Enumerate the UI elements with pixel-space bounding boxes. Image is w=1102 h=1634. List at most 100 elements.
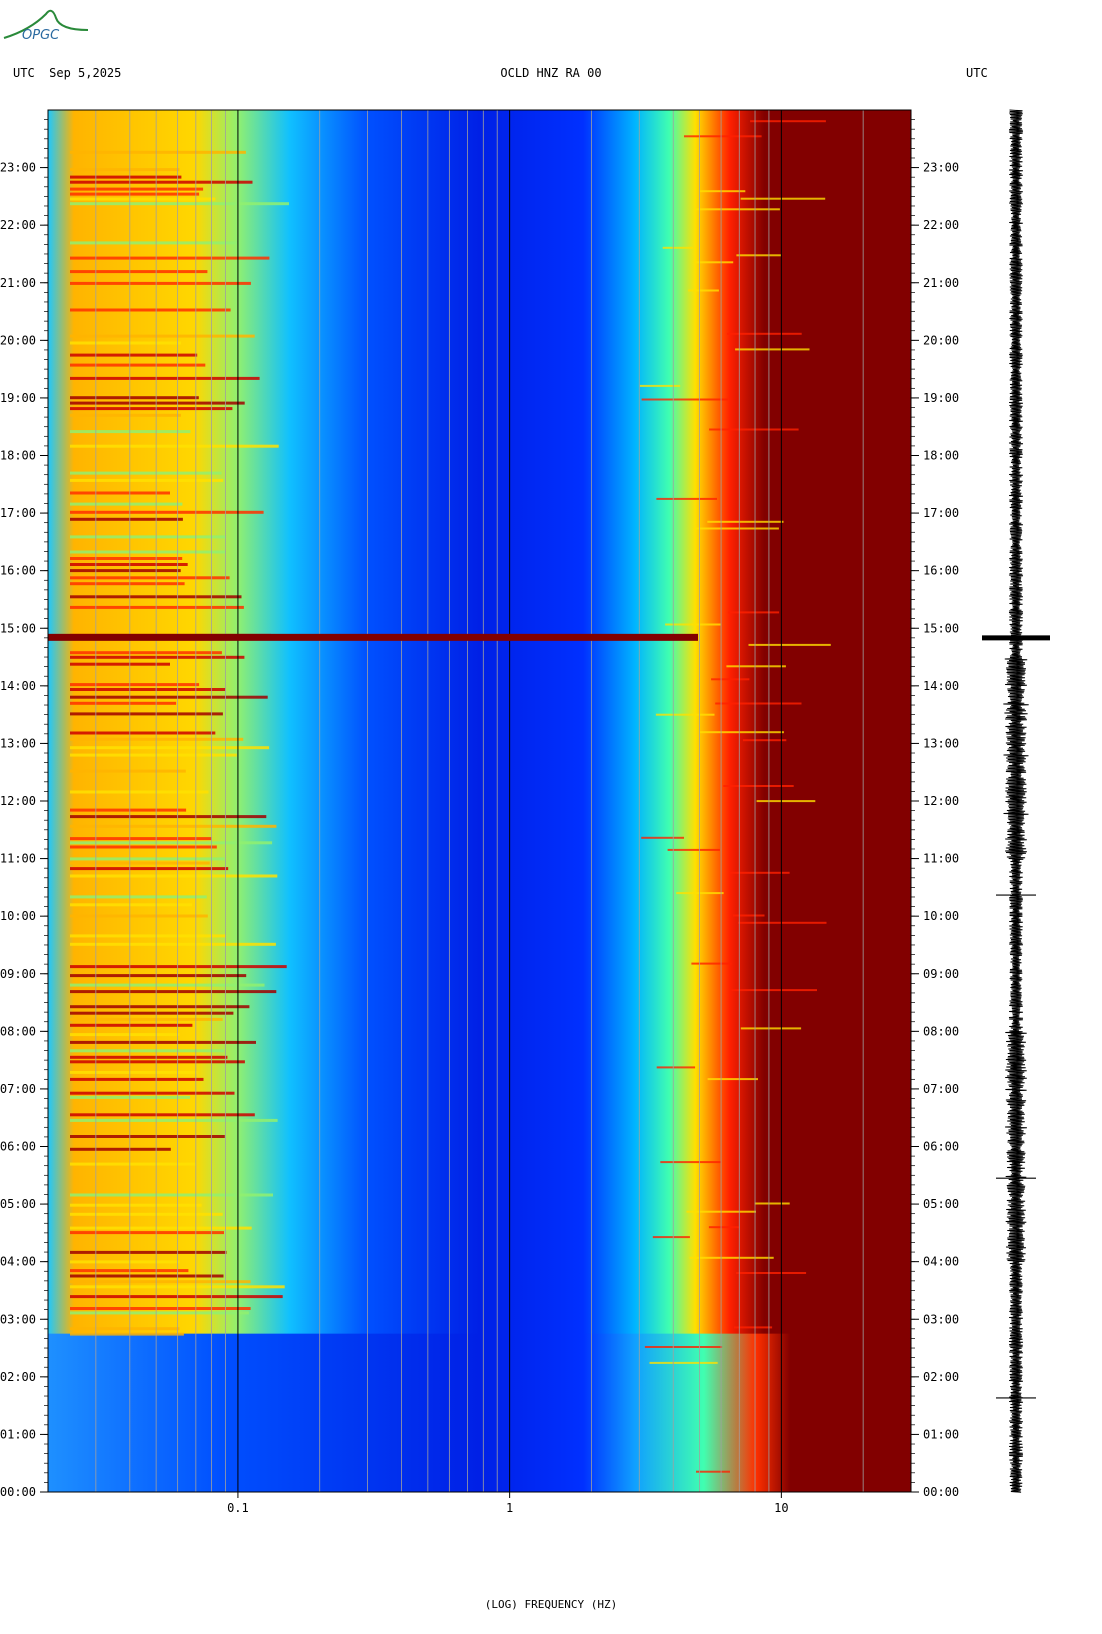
y-tick-label: 10:00 <box>0 909 36 923</box>
seismogram-trace <box>982 109 1050 1493</box>
y-tick-label: 20:00 <box>923 333 959 347</box>
y-tick-label: 07:00 <box>0 1082 36 1096</box>
spectral-stripe <box>70 688 226 691</box>
y-tick-label: 09:00 <box>0 967 36 981</box>
y-tick-label: 03:00 <box>0 1312 36 1326</box>
y-tick-label: 06:00 <box>0 1140 36 1154</box>
spectral-stripe <box>70 769 186 773</box>
spectral-stripe <box>644 1346 723 1348</box>
spectral-stripe <box>70 1307 251 1310</box>
y-tick-label: 08:00 <box>0 1024 36 1038</box>
spectral-stripe <box>70 1011 234 1015</box>
y-tick-label: 23:00 <box>0 161 36 175</box>
spectral-stripe <box>734 1326 773 1329</box>
spectral-stripe <box>70 712 223 716</box>
svg-text:OPGC: OPGC <box>22 28 60 43</box>
spectral-stripe <box>70 895 207 899</box>
y-tick-label: 20:00 <box>0 333 36 347</box>
spectral-stripe <box>699 190 746 193</box>
spectral-stripe <box>70 582 185 586</box>
spectral-stripe <box>70 815 267 819</box>
spectral-stripe <box>70 1250 227 1254</box>
spectral-stripe <box>740 197 826 200</box>
spectral-stripe <box>70 175 182 179</box>
spectral-stripe <box>70 861 210 865</box>
spectral-stripe <box>649 1361 718 1364</box>
spectral-stripe <box>726 665 786 668</box>
y-tick-label: 21:00 <box>923 276 959 290</box>
spectral-stripe <box>728 611 780 614</box>
y-tick-label: 09:00 <box>923 967 959 981</box>
spectral-stripe <box>730 871 790 874</box>
spectral-stripe <box>70 517 183 521</box>
spectral-stripe <box>738 921 827 924</box>
spectral-stripe <box>70 430 191 434</box>
spectral-stripe <box>715 702 802 705</box>
x-tick-label: 0.1 <box>227 1501 249 1515</box>
y-tick-label: 22:00 <box>0 218 36 232</box>
spectral-stripe <box>736 1272 807 1274</box>
spectral-stripe <box>70 808 187 812</box>
y-tick-label: 06:00 <box>923 1140 959 1154</box>
y-tick-label: 12:00 <box>923 794 959 808</box>
spectral-stripe <box>693 527 779 530</box>
y-tick-label: 19:00 <box>923 391 959 405</box>
spectral-stripe <box>70 502 183 506</box>
spectral-stripe <box>70 1260 180 1264</box>
spectral-stripe <box>70 341 182 345</box>
spectral-stripe <box>70 1226 252 1230</box>
spectral-stripe <box>70 202 289 206</box>
spectral-stripe <box>70 903 193 907</box>
spectral-stripe <box>70 334 255 338</box>
event-band <box>48 633 698 641</box>
spectral-stripe <box>70 1193 273 1197</box>
spectral-stripe <box>70 974 247 978</box>
spectral-stripe <box>70 1332 184 1336</box>
spectral-stripe <box>70 824 277 828</box>
spectral-stripe <box>70 914 208 918</box>
y-tick-label: 11:00 <box>923 852 959 866</box>
spectral-stripe <box>70 1033 180 1037</box>
spectral-stripe <box>689 1256 774 1259</box>
header-timezone: UTC <box>966 66 988 80</box>
left-time-axis: 00:00 01:00 02:00 03:00 04:00 05:00 06:00 07:00… <box>0 119 48 1499</box>
y-tick-label: 10:00 <box>923 909 959 923</box>
spectral-stripe <box>70 407 233 411</box>
spectral-stripe <box>70 1162 196 1166</box>
spectral-stripe <box>70 1040 256 1044</box>
frequency-axis: 0.1 1 10 <box>227 1492 789 1515</box>
x-axis-label: (LOG) FREQUENCY (HZ) <box>484 1598 618 1611</box>
spectral-stripe <box>70 444 279 448</box>
y-tick-label: 08:00 <box>923 1024 959 1038</box>
spectral-stripe <box>70 557 183 560</box>
spectral-stripe <box>70 1311 249 1315</box>
y-tick-label: 22:00 <box>923 218 959 232</box>
spectral-stripe <box>742 739 787 742</box>
y-tick-label: 12:00 <box>0 794 36 808</box>
spectral-stripe <box>70 192 200 196</box>
spectral-stripe <box>693 261 734 264</box>
spectral-stripe <box>667 848 720 851</box>
spectral-stripe <box>70 605 244 609</box>
spectral-stripe <box>750 120 826 123</box>
spectral-stripe <box>70 841 273 845</box>
spectral-stripe <box>711 678 750 681</box>
y-tick-label: 04:00 <box>923 1255 959 1269</box>
spectral-stripe <box>660 1161 721 1164</box>
spectral-stripe <box>707 1078 758 1081</box>
spectral-stripe <box>70 396 199 400</box>
x-tick-label: 1 <box>506 1501 513 1515</box>
y-tick-label: 21:00 <box>0 276 36 290</box>
spectral-stripe <box>70 1070 198 1074</box>
spectral-stripe <box>70 867 229 871</box>
y-tick-label: 14:00 <box>0 679 36 693</box>
spectral-stripe <box>70 256 270 260</box>
y-tick-label: 14:00 <box>923 679 959 693</box>
spectral-stripe <box>656 1066 696 1069</box>
spectral-stripe <box>70 701 177 705</box>
x-tick-label: 10 <box>774 1501 788 1515</box>
spectral-stripe <box>70 241 238 245</box>
spectral-stripe <box>70 837 212 841</box>
spectral-stripe <box>70 746 270 750</box>
